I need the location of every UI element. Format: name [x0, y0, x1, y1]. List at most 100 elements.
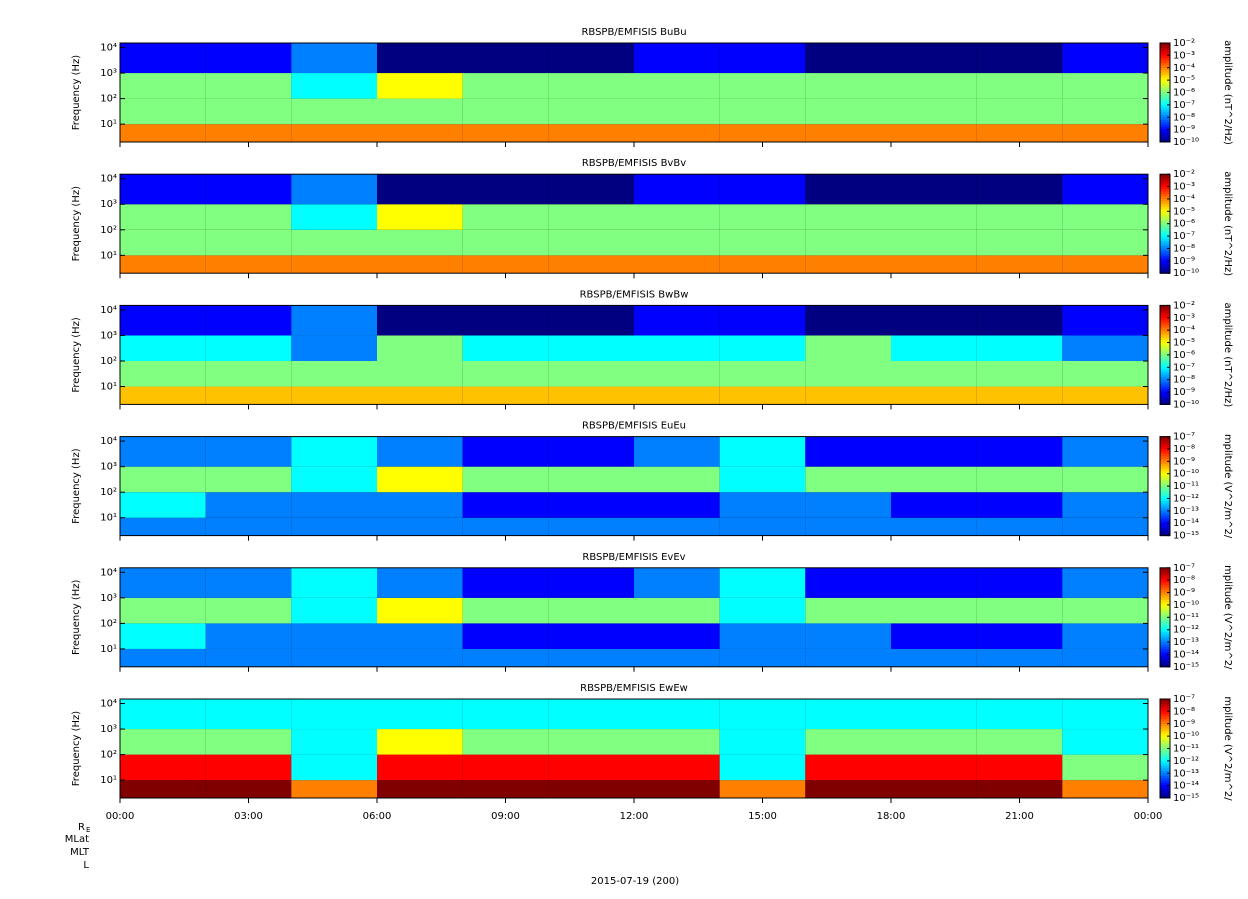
spectrogram-cell: [291, 386, 377, 405]
colorbar-swatch: [1160, 369, 1170, 373]
spectrogram-cell: [891, 98, 977, 125]
colorbar-swatch: [1160, 394, 1170, 398]
spectrogram-cell: [120, 492, 206, 518]
spectrogram-cell: [462, 492, 549, 518]
spectrogram-cell: [891, 335, 977, 361]
colorbar-swatch: [1160, 347, 1170, 351]
colorbar-swatch: [1160, 90, 1170, 93]
spectrogram-cell: [548, 699, 634, 730]
spectrogram-cell: [976, 305, 1063, 336]
colorbar-swatch: [1160, 233, 1170, 237]
colorbar-tick-label: 10⁻⁸: [1173, 706, 1195, 717]
spectrogram-cell: [805, 255, 891, 274]
y-tick-label: 10¹: [100, 382, 117, 393]
colorbar-swatch: [1160, 92, 1170, 96]
colorbar-swatch: [1160, 510, 1170, 514]
panel-title: RBSPB/EMFISIS EwEw: [580, 683, 688, 694]
spectrogram-cell: [377, 124, 463, 142]
spectrogram-cell: [291, 255, 377, 274]
colorbar-tick-label: 10⁻⁹: [1173, 125, 1195, 136]
spectrogram-cell: [805, 174, 891, 205]
spectrogram-cell: [976, 436, 1063, 467]
colorbar-swatch: [1160, 733, 1170, 737]
spectrogram-cell: [634, 360, 720, 387]
spectrogram-cell: [805, 466, 891, 493]
colorbar-tick-label: 10⁻¹⁰: [1173, 137, 1199, 148]
colorbar-swatch: [1160, 456, 1170, 460]
y-axis-label: Frequency (Hz): [71, 711, 82, 787]
colorbar-swatch: [1160, 47, 1170, 51]
spectrogram-cell: [120, 255, 206, 274]
colorbar-swatch: [1160, 592, 1170, 596]
colorbar-swatch: [1160, 332, 1170, 336]
colorbar-swatch: [1160, 107, 1170, 111]
colorbar-tick-label: 10⁻¹³: [1173, 506, 1199, 517]
spectrogram-cell: [976, 729, 1063, 755]
spectrogram-cell: [976, 204, 1063, 230]
x-tick-label: 15:00: [748, 811, 777, 822]
colorbar-swatch: [1160, 515, 1170, 519]
colorbar-swatch: [1160, 518, 1170, 522]
colorbar-swatch: [1160, 498, 1170, 502]
spectrogram-cell: [120, 623, 206, 649]
spectrogram-cell: [1062, 174, 1148, 205]
colorbar-swatch: [1160, 637, 1170, 641]
spectrogram-cell: [719, 73, 806, 99]
spectrogram-cell: [891, 43, 977, 74]
y-axis-label: Frequency (Hz): [71, 580, 82, 656]
spectrogram-cell: [462, 255, 549, 274]
spectrogram-cell: [719, 517, 806, 536]
spectrogram-cell: [377, 597, 463, 624]
spectrogram-cell: [634, 386, 720, 405]
spectrogram-cell: [891, 648, 977, 667]
colorbar-tick-label: 10⁻¹²: [1173, 756, 1199, 767]
spectrogram-cell: [634, 699, 720, 730]
spectrogram-cell: [976, 174, 1063, 205]
spectrogram-cell: [377, 729, 463, 755]
colorbar-swatch: [1160, 258, 1170, 262]
colorbar-swatch: [1160, 523, 1170, 527]
spectrogram-cell: [462, 335, 549, 361]
colorbar-tick-label: 10⁻²: [1173, 169, 1195, 180]
colorbar-swatch: [1160, 656, 1170, 660]
spectrogram-cell: [719, 648, 806, 667]
colorbar-tick-label: 10⁻⁸: [1173, 112, 1195, 123]
spectrogram-cell: [205, 360, 292, 387]
spectrogram-cell: [291, 98, 377, 125]
colorbar-swatch: [1160, 706, 1170, 710]
spectrogram-cell: [1062, 124, 1148, 142]
spectrogram-cell: [120, 754, 206, 781]
colorbar-swatch: [1160, 721, 1170, 725]
colorbar-swatch: [1160, 513, 1170, 517]
colorbar-tick-label: 10⁻⁴: [1173, 325, 1195, 336]
colorbar-tick-label: 10⁻¹⁵: [1173, 531, 1199, 542]
colorbar-swatch: [1160, 364, 1170, 368]
spectrogram-cell: [205, 204, 292, 230]
colorbar-swatch: [1160, 602, 1170, 606]
colorbar-swatch: [1160, 634, 1170, 638]
panel-title: RBSPB/EMFISIS EvEv: [582, 552, 685, 563]
colorbar-swatch: [1160, 604, 1170, 608]
spectrogram-cell: [891, 360, 977, 387]
colorbar-swatch: [1160, 117, 1170, 121]
spectrogram-cell: [891, 386, 977, 405]
y-tick-label: 10¹: [100, 644, 117, 655]
spectrogram-cell: [462, 305, 549, 336]
spectrogram-cell: [205, 386, 292, 405]
spectrogram-cell: [719, 360, 806, 387]
spectrogram-cell: [719, 699, 806, 730]
spectrogram-cell: [205, 98, 292, 125]
colorbar-swatch: [1160, 102, 1170, 106]
spectrogram-cell: [548, 124, 634, 142]
spectrogram-cell: [377, 754, 463, 781]
colorbar-swatch: [1160, 134, 1170, 138]
colorbar-swatch: [1160, 458, 1170, 462]
colorbar-swatch: [1160, 577, 1170, 581]
spectrogram-cell: [291, 623, 377, 649]
spectrogram-cell: [805, 386, 891, 405]
spectrogram-cell: [120, 729, 206, 755]
colorbar-swatch: [1160, 389, 1170, 393]
spectrogram-cell: [634, 124, 720, 142]
spectrogram-cell: [805, 492, 891, 518]
spectrogram-cell: [976, 754, 1063, 781]
